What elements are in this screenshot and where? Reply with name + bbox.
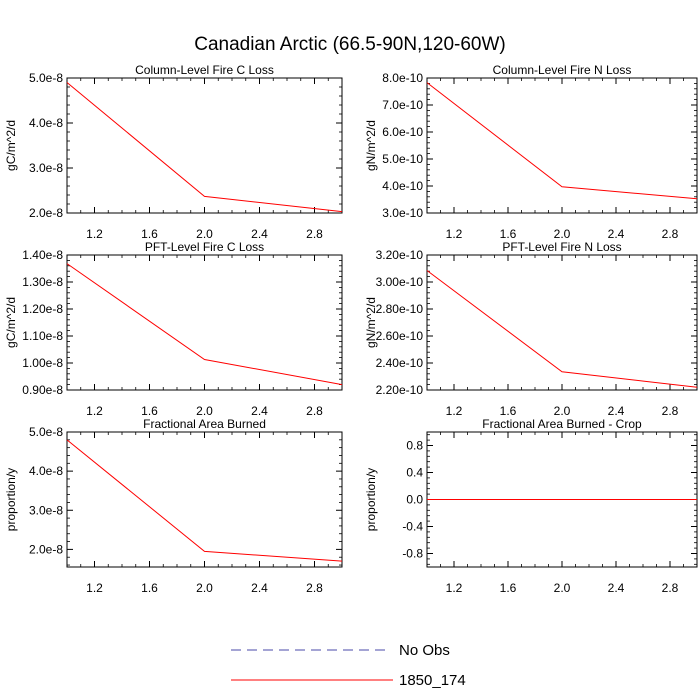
x-tick-label: 2.8 xyxy=(662,581,679,595)
y-tick-label: 5.0e-10 xyxy=(382,152,423,166)
series-line-1850-174 xyxy=(426,82,698,200)
panel-2: Column-Level Fire N Loss gN/m^2/d 1.2 1.6 2.… xyxy=(364,63,698,241)
panel-3: PFT-Level Fire C Loss gC/m^2/d 1.2 1.6 2.0 2.… xyxy=(4,240,343,418)
y-tick-label: -0.4 xyxy=(402,520,423,534)
x-tick-label: 1.6 xyxy=(141,227,158,241)
y-tick-label: 1.30e-8 xyxy=(22,275,63,289)
plot-frame xyxy=(66,254,343,391)
plot-frame xyxy=(426,254,698,391)
panel-4: PFT-Level Fire N Loss gN/m^2/d 1.2 1.6 2.0 2.… xyxy=(364,240,698,418)
y-axis-label: proportion/y xyxy=(364,468,378,531)
x-tick-label: 2.8 xyxy=(662,227,679,241)
x-tick-label: 2.8 xyxy=(662,404,679,418)
panel-title: PFT-Level Fire N Loss xyxy=(502,240,621,254)
plot-frame xyxy=(66,431,343,568)
panel-title: Column-Level Fire N Loss xyxy=(493,63,632,77)
y-tick-label: 3.0e-8 xyxy=(29,503,63,517)
x-tick-label: 2.0 xyxy=(554,404,571,418)
x-tick-label: 2.0 xyxy=(554,581,571,595)
y-tick-label: 2.80e-10 xyxy=(376,302,424,316)
y-tick-label: 3.00e-10 xyxy=(376,275,424,289)
x-tick-label: 2.0 xyxy=(196,581,213,595)
y-tick-label: 2.40e-10 xyxy=(376,356,424,370)
x-tick-label: 2.4 xyxy=(608,404,625,418)
y-axis-label: gN/m^2/d xyxy=(364,120,378,171)
panel-6: Fractional Area Burned - Crop proportion/… xyxy=(364,417,698,595)
x-tick-label: 1.6 xyxy=(141,581,158,595)
series-line-1850-174 xyxy=(66,263,343,386)
x-tick-label: 2.4 xyxy=(251,581,268,595)
x-tick-label: 2.0 xyxy=(196,227,213,241)
plot-frame xyxy=(66,77,343,214)
y-tick-label: 0.8 xyxy=(406,439,423,453)
legend-label-no-obs: No Obs xyxy=(399,642,450,659)
y-tick-label: 8.0e-10 xyxy=(382,71,423,85)
x-tick-label: 2.0 xyxy=(196,404,213,418)
x-tick-label: 1.6 xyxy=(500,404,517,418)
x-tick-label: 1.2 xyxy=(86,227,103,241)
y-tick-label: 2.0e-8 xyxy=(29,206,63,220)
x-tick-label: 2.4 xyxy=(251,227,268,241)
plot-frame xyxy=(426,77,698,214)
x-tick-label: 1.2 xyxy=(446,227,463,241)
series-line-1850-174 xyxy=(66,82,343,213)
x-tick-label: 1.2 xyxy=(86,581,103,595)
x-tick-label: 2.4 xyxy=(251,404,268,418)
y-tick-label: 2.20e-10 xyxy=(376,383,424,397)
x-tick-label: 2.4 xyxy=(608,581,625,595)
x-tick-label: 1.2 xyxy=(446,404,463,418)
figure-title: Canadian Arctic (66.5-90N,120-60W) xyxy=(194,34,506,55)
panel-1: Column-Level Fire C Loss gC/m^2/d 1.2 1.6 2.… xyxy=(4,63,343,241)
y-tick-label: 1.10e-8 xyxy=(22,329,63,343)
y-tick-label: 7.0e-10 xyxy=(382,98,423,112)
legend-label-1850-174: 1850_174 xyxy=(399,672,466,689)
legend: No Obs 1850_174 xyxy=(231,642,466,689)
y-tick-label: 0.0 xyxy=(406,493,423,507)
x-tick-label: 1.6 xyxy=(500,227,517,241)
x-tick-label: 2.8 xyxy=(306,581,323,595)
y-tick-label: -0.8 xyxy=(402,547,423,561)
series-line-1850-174 xyxy=(66,439,343,562)
panel-title: Fractional Area Burned - Crop xyxy=(482,417,642,431)
panel-5: Fractional Area Burned proportion/y 1.2 1.6… xyxy=(4,417,343,595)
y-tick-label: 1.40e-8 xyxy=(22,248,63,262)
y-tick-label: 3.0e-10 xyxy=(382,206,423,220)
y-tick-label: 1.00e-8 xyxy=(22,356,63,370)
y-tick-label: 2.0e-8 xyxy=(29,542,63,556)
panel-title: Fractional Area Burned xyxy=(143,417,266,431)
y-axis-label: gN/m^2/d xyxy=(364,297,378,348)
y-tick-label: 2.60e-10 xyxy=(376,329,424,343)
y-tick-label: 0.4 xyxy=(406,466,423,480)
y-tick-label: 5.0e-8 xyxy=(29,71,63,85)
y-tick-label: 0.90e-8 xyxy=(22,383,63,397)
panel-title: Column-Level Fire C Loss xyxy=(135,63,274,77)
x-tick-label: 2.0 xyxy=(554,227,571,241)
y-axis-label: gC/m^2/d xyxy=(4,297,18,348)
x-tick-label: 1.2 xyxy=(446,581,463,595)
y-tick-label: 4.0e-8 xyxy=(29,116,63,130)
y-tick-label: 5.0e-8 xyxy=(29,425,63,439)
y-axis-label: gC/m^2/d xyxy=(4,120,18,171)
x-tick-label: 2.4 xyxy=(608,227,625,241)
y-tick-label: 1.20e-8 xyxy=(22,302,63,316)
panels: Column-Level Fire C Loss gC/m^2/d 1.2 1.6 2.… xyxy=(4,63,698,595)
x-tick-label: 1.6 xyxy=(500,581,517,595)
x-tick-label: 2.8 xyxy=(306,404,323,418)
panel-title: PFT-Level Fire C Loss xyxy=(145,240,264,254)
series-line-1850-174 xyxy=(426,270,698,388)
x-tick-label: 1.2 xyxy=(86,404,103,418)
y-tick-label: 3.20e-10 xyxy=(376,248,424,262)
y-tick-label: 4.0e-10 xyxy=(382,179,423,193)
y-axis-label: proportion/y xyxy=(4,468,18,531)
x-tick-label: 1.6 xyxy=(141,404,158,418)
y-tick-label: 3.0e-8 xyxy=(29,161,63,175)
y-tick-label: 6.0e-10 xyxy=(382,125,423,139)
y-tick-label: 4.0e-8 xyxy=(29,464,63,478)
x-tick-label: 2.8 xyxy=(306,227,323,241)
